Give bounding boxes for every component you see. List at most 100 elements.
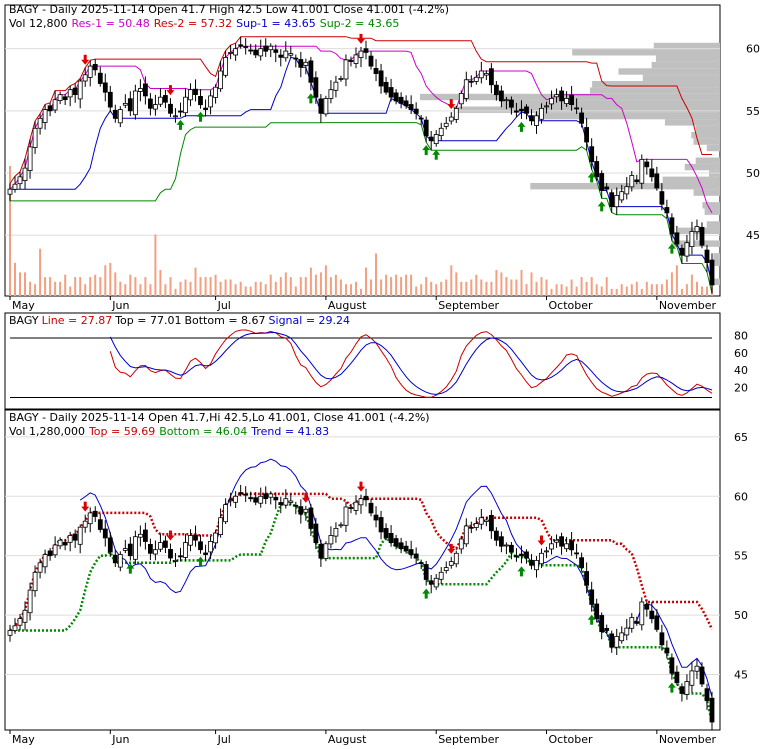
trend-bottom: Bottom = 46.04 — [159, 425, 247, 438]
volume-bar — [84, 284, 87, 296]
price-candle — [599, 173, 605, 191]
trend-buy-arrow — [196, 556, 205, 567]
price-x-tick-label: November — [659, 299, 717, 312]
price-y-tick-label: 60 — [746, 43, 760, 56]
trend-candle — [358, 498, 364, 506]
price-candle — [308, 60, 314, 83]
trend-candle — [343, 506, 349, 526]
trend-candle — [503, 544, 509, 547]
price-candle — [519, 108, 524, 112]
price-candle — [258, 48, 264, 57]
stoch-title: BAGY — [9, 314, 39, 327]
volume-bar — [254, 281, 257, 296]
stoch-k-line — [109, 329, 713, 398]
price-candle — [674, 232, 680, 245]
price-candle — [704, 249, 710, 264]
price-grid — [5, 48, 720, 236]
stoch-line: Line = 27.87 — [42, 314, 113, 327]
stochastic-legend: BAGY Line = 27.87 Top = 77.01 Bottom = 8.67… — [9, 314, 350, 327]
trend-candle — [72, 533, 78, 541]
price-candle — [594, 161, 600, 178]
trend-candle — [298, 506, 304, 515]
volume-bar — [159, 270, 162, 296]
volume-bar — [219, 281, 222, 296]
price-x-tick-label: Jul — [217, 299, 231, 312]
volume-profile-bar — [618, 68, 720, 75]
volume-bar — [701, 286, 703, 296]
trend-candle — [218, 517, 224, 536]
price-candle — [579, 112, 584, 124]
price-candle — [669, 217, 675, 235]
price-candle — [514, 110, 519, 113]
volume-bar — [435, 284, 438, 296]
trend-candle — [438, 571, 444, 580]
trend-candle — [629, 617, 635, 629]
trend-candle — [333, 528, 339, 537]
price-candle — [107, 91, 113, 108]
trend-candle — [488, 515, 494, 532]
price-candle — [313, 77, 319, 98]
trend-x-tick-label: October — [549, 733, 593, 745]
trend-candle — [22, 609, 28, 623]
trend-candle — [498, 536, 504, 547]
volume-bar — [655, 284, 658, 296]
volume-bar — [410, 274, 413, 296]
price-candle — [348, 60, 354, 62]
volume-profile-bar — [572, 49, 720, 56]
volume-bar — [590, 277, 593, 296]
price-candle — [448, 116, 454, 122]
trend-candle — [448, 561, 454, 566]
price-candle — [639, 158, 645, 184]
price-candle — [193, 88, 198, 95]
trend-candle — [37, 562, 43, 573]
trend-candle — [318, 543, 324, 559]
price-candle — [183, 96, 188, 114]
volume-profile-bar — [702, 202, 720, 209]
price-candle — [649, 168, 655, 178]
price-candle — [403, 100, 409, 107]
legend-res2: Res-2 = 57.32 — [154, 17, 232, 30]
price-candle — [488, 68, 494, 86]
volume-bar — [144, 277, 147, 296]
trend-sell-arrow — [357, 481, 365, 492]
volume-bar — [630, 284, 633, 296]
trend-candle — [373, 514, 379, 521]
trend-candle — [418, 562, 424, 564]
trend-arrows — [81, 481, 676, 693]
trend-candle — [539, 552, 544, 565]
volume-bar — [264, 284, 267, 296]
trend-candle — [458, 538, 464, 550]
price-candle — [343, 59, 349, 80]
trend-candle — [704, 688, 710, 702]
volume-bar — [455, 272, 458, 296]
volume-bar — [234, 284, 237, 296]
price-candle — [614, 194, 620, 208]
trend-candle — [549, 543, 554, 550]
volume-bar — [645, 281, 648, 296]
trend-candle — [388, 533, 394, 544]
trend-candle — [313, 523, 319, 544]
volume-bar — [490, 281, 493, 296]
volume-bar — [304, 277, 307, 296]
trend-y-tick-label: 55 — [734, 550, 748, 563]
price-candle — [443, 122, 449, 127]
trend-candle — [679, 686, 685, 694]
volume-profile-bar — [713, 253, 720, 260]
price-candle — [132, 90, 138, 116]
trend-candle — [97, 519, 103, 530]
trend-candle — [559, 536, 564, 547]
volume-bar — [239, 281, 242, 296]
price-candle — [699, 226, 705, 246]
volume-bar — [54, 281, 57, 296]
trend-candle — [112, 554, 118, 564]
trend-candle — [403, 545, 409, 552]
price-candle — [173, 115, 178, 118]
trend-candle — [413, 553, 419, 559]
trend-candle — [599, 615, 605, 633]
volume-bar — [555, 284, 558, 296]
volume-profile-bar — [455, 106, 720, 113]
price-candle — [102, 82, 108, 93]
volume-bar — [139, 284, 142, 296]
volume-profile-bar — [530, 183, 720, 190]
